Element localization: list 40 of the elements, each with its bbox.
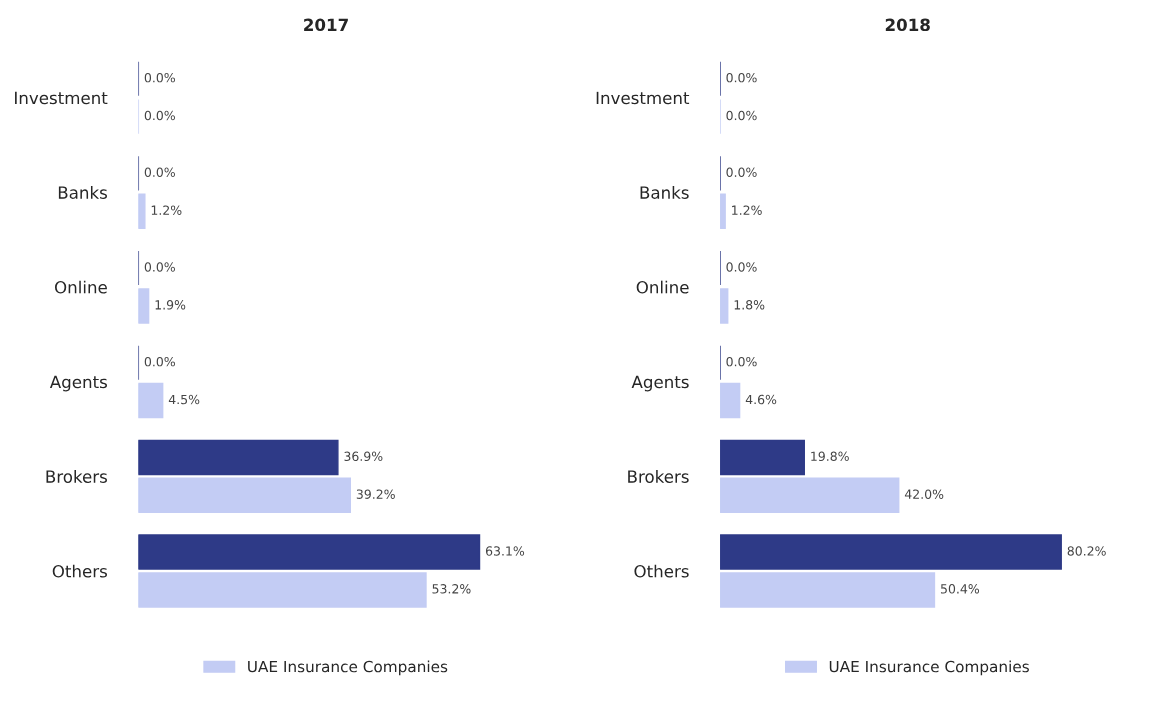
data-label: 1.9% (155, 300, 186, 310)
y-tick-label: Online (54, 280, 107, 294)
y-tick-label: Others (634, 564, 689, 578)
chart-title: 2018 (885, 18, 930, 32)
data-label: 0.0% (144, 262, 175, 272)
data-label: 0.0% (726, 72, 757, 83)
data-label: 19.8% (811, 451, 849, 462)
data-label: 0.0% (726, 356, 757, 367)
data-label: 0.0% (726, 167, 757, 178)
data-label: 53.2% (432, 584, 471, 594)
data-label: 80.2% (1067, 546, 1106, 556)
y-tick-label: Brokers (628, 470, 689, 483)
y-tick-label: Investment (596, 91, 690, 105)
chart-title: 2017 (304, 18, 348, 32)
data-label: 0.0% (144, 356, 175, 367)
y-tick-label: Agents (631, 375, 689, 392)
y-tick-label: Brokers (46, 470, 107, 483)
data-label: 0.0% (144, 72, 175, 83)
y-tick-label: Others (52, 564, 107, 578)
data-label: 50.4% (940, 584, 980, 594)
data-label: 0.0% (726, 262, 757, 272)
legend-label: UAE Insurance Companies (248, 660, 448, 676)
y-tick-label: Banks (58, 186, 107, 199)
data-label: 4.5% (168, 394, 200, 405)
data-label: 1.2% (151, 205, 182, 215)
y-tick-label: Banks (640, 186, 689, 199)
y-tick-label: Investment (15, 91, 108, 105)
y-tick-label: Agents (49, 375, 107, 392)
data-label: 4.6% (745, 394, 777, 405)
data-label: 0.0% (726, 110, 757, 121)
data-label: 0.0% (144, 167, 175, 178)
data-label: 63.1% (485, 546, 525, 556)
data-label: 1.8% (734, 300, 765, 310)
data-label: 0.0% (144, 110, 175, 121)
data-label: 1.2% (732, 205, 762, 215)
data-label: 42.0% (904, 489, 944, 499)
y-tick-label: Online (636, 280, 689, 294)
legend-label: UAE Insurance Companies (829, 660, 1029, 676)
data-label: 39.2% (356, 489, 395, 499)
data-label: 36.9% (344, 451, 383, 462)
